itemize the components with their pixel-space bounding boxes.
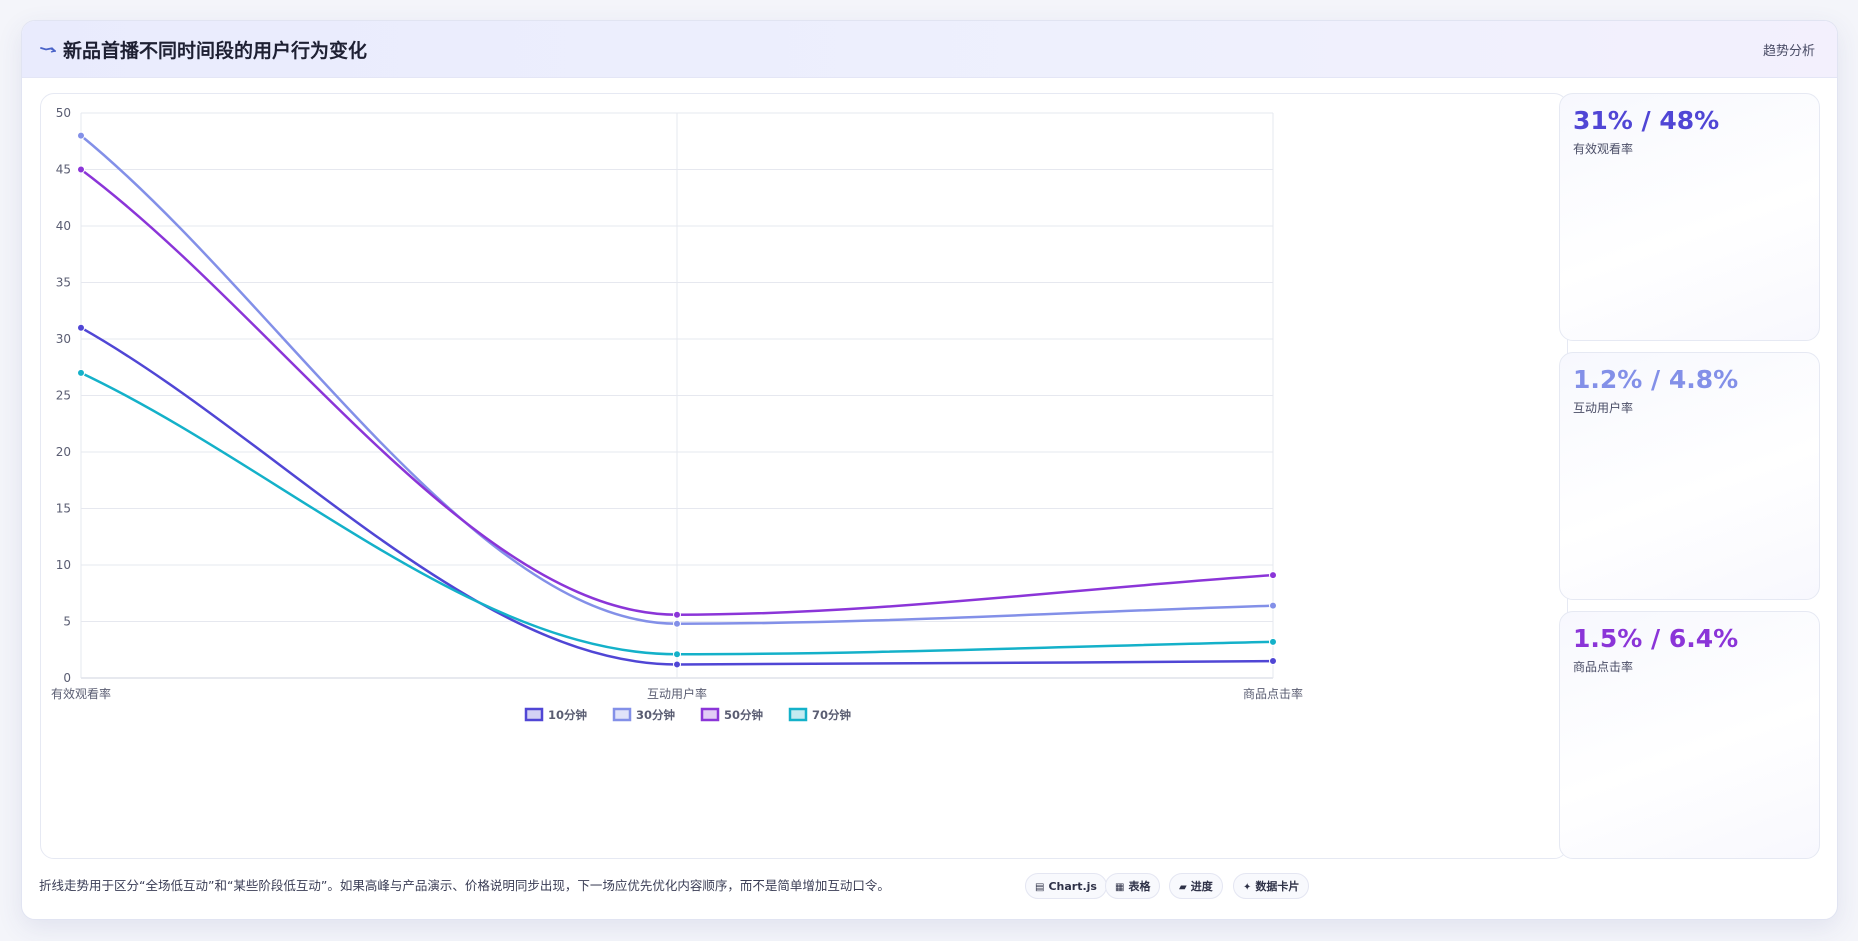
tag-label: Chart.js <box>1048 880 1097 893</box>
page-title: 新品首播不同时间段的用户行为变化 <box>63 40 368 62</box>
y-tick-label: 45 <box>56 163 71 177</box>
series-line <box>80 134 1274 626</box>
legend-label: 30分钟 <box>636 708 675 722</box>
tag-data-card[interactable]: ✦ 数据卡片 <box>1233 873 1310 899</box>
data-point <box>77 165 85 174</box>
data-point <box>1269 657 1277 666</box>
tag-table[interactable]: ▦ 表格 <box>1105 873 1161 899</box>
stat-card-watch-rate: 31% / 48% 有效观看率 <box>1559 93 1820 341</box>
tag-progress[interactable]: ▰ 进度 <box>1169 873 1223 899</box>
legend-swatch <box>612 707 632 722</box>
data-point <box>673 610 681 619</box>
legend-swatch <box>788 707 808 722</box>
y-tick-label: 5 <box>63 615 71 629</box>
stat-card-click-rate: 1.5% / 6.4% 商品点击率 <box>1559 611 1820 859</box>
stat-label: 有效观看率 <box>1573 142 1634 156</box>
data-point <box>673 650 681 659</box>
y-tick-label: 10 <box>56 558 71 572</box>
line-chart: 0 5 10 15 20 25 30 35 40 45 50 有效观看率 互动用户率 商品点击率 10分钟 3… <box>51 106 1303 722</box>
tag-label: 表格 <box>1128 880 1151 893</box>
sparkle-icon: ✦ <box>1243 882 1252 893</box>
y-tick-label: 40 <box>56 219 71 233</box>
data-point <box>77 323 85 332</box>
tag-label: 进度 <box>1190 880 1213 893</box>
legend-swatch <box>700 707 720 722</box>
x-tick-label: 商品点击率 <box>1243 686 1303 701</box>
chart-footnote: 折线走势用于区分“全场低互动”和“某些阶段低互动”。如果高峰与产品演示、价格说明… <box>39 878 890 893</box>
data-point <box>77 131 85 140</box>
legend-label: 10分钟 <box>548 708 587 722</box>
table-icon: ▦ <box>1115 882 1125 893</box>
dashboard-card: 新品首播不同时间段的用户行为变化 趋势分析 0 5 10 15 20 25 30 35 40 45… <box>21 20 1838 920</box>
legend-label: 70分钟 <box>812 708 851 722</box>
trend-analysis-label: 趋势分析 <box>1762 44 1815 59</box>
data-point <box>673 660 681 669</box>
legend-swatch <box>524 707 544 722</box>
data-point <box>673 619 681 628</box>
stat-label: 互动用户率 <box>1573 401 1634 415</box>
chart-icon: ▤ <box>1035 882 1045 893</box>
legend-label: 50分钟 <box>724 708 763 722</box>
series-line <box>80 168 1274 616</box>
chart-panel: 0 5 10 15 20 25 30 35 40 45 50 有效观看率 互动用户率 商品点击率 10分钟 3… <box>40 93 1568 859</box>
tag-label: 数据卡片 <box>1255 880 1300 893</box>
stat-value: 1.2% / 4.8% <box>1573 365 1739 394</box>
card-header: 新品首播不同时间段的用户行为变化 趋势分析 <box>22 21 1837 78</box>
trend-line-icon <box>40 47 56 53</box>
stat-value: 31% / 48% <box>1573 106 1720 135</box>
y-tick-label: 20 <box>56 445 71 459</box>
progress-icon: ▰ <box>1179 882 1187 893</box>
x-tick-label: 有效观看率 <box>51 686 111 701</box>
tag-chartjs[interactable]: ▤ Chart.js <box>1025 873 1107 899</box>
y-tick-label: 25 <box>56 389 71 403</box>
data-point <box>1269 571 1277 580</box>
data-point <box>1269 601 1277 610</box>
stat-card-interaction-rate: 1.2% / 4.8% 互动用户率 <box>1559 352 1820 600</box>
y-tick-label: 50 <box>56 106 71 120</box>
stat-value: 1.5% / 6.4% <box>1573 624 1739 653</box>
y-tick-label: 35 <box>56 276 71 290</box>
data-point <box>1269 637 1277 646</box>
x-tick-label: 互动用户率 <box>647 686 707 701</box>
stat-label: 商品点击率 <box>1573 660 1634 674</box>
y-tick-label: 15 <box>56 502 71 516</box>
data-point <box>77 368 85 377</box>
y-tick-label: 0 <box>63 671 71 685</box>
y-tick-label: 30 <box>56 332 71 346</box>
